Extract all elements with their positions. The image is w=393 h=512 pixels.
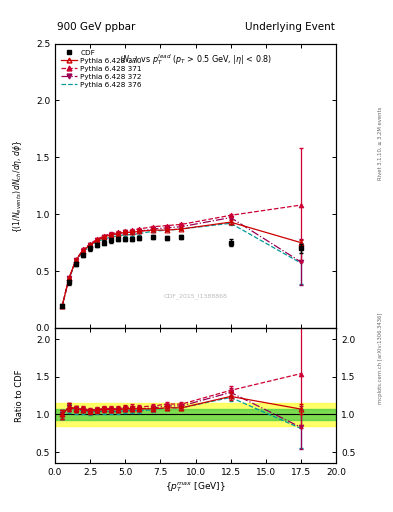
Text: CDF_2015_I1388868: CDF_2015_I1388868 (163, 294, 228, 300)
Text: mcplots.cern.ch [arXiv:1306.3436]: mcplots.cern.ch [arXiv:1306.3436] (378, 313, 383, 404)
Text: Underlying Event: Underlying Event (245, 22, 335, 32)
Y-axis label: $\{(1/N_{events})\,dN_{ch}/d\eta,\,d\phi\}$: $\{(1/N_{events})\,dN_{ch}/d\eta,\,d\phi… (11, 139, 24, 232)
Text: 900 GeV ppbar: 900 GeV ppbar (57, 22, 135, 32)
Text: Rivet 3.1.10, ≥ 3.2M events: Rivet 3.1.10, ≥ 3.2M events (378, 106, 383, 180)
X-axis label: $\{p_T^{max}$ [GeV]$\}$: $\{p_T^{max}$ [GeV]$\}$ (165, 480, 226, 494)
Y-axis label: Ratio to CDF: Ratio to CDF (15, 369, 24, 422)
Bar (55, 403, 336, 426)
Text: $\langle N_{ch}\rangle$ vs $p_T^{lead}$ ($p_T$ > 0.5 GeV, $|\eta|$ < 0.8): $\langle N_{ch}\rangle$ vs $p_T^{lead}$ … (119, 52, 272, 67)
Legend: CDF, Pythia 6.428 370, Pythia 6.428 371, Pythia 6.428 372, Pythia 6.428 376: CDF, Pythia 6.428 370, Pythia 6.428 371,… (59, 47, 144, 90)
Bar (55, 409, 336, 420)
